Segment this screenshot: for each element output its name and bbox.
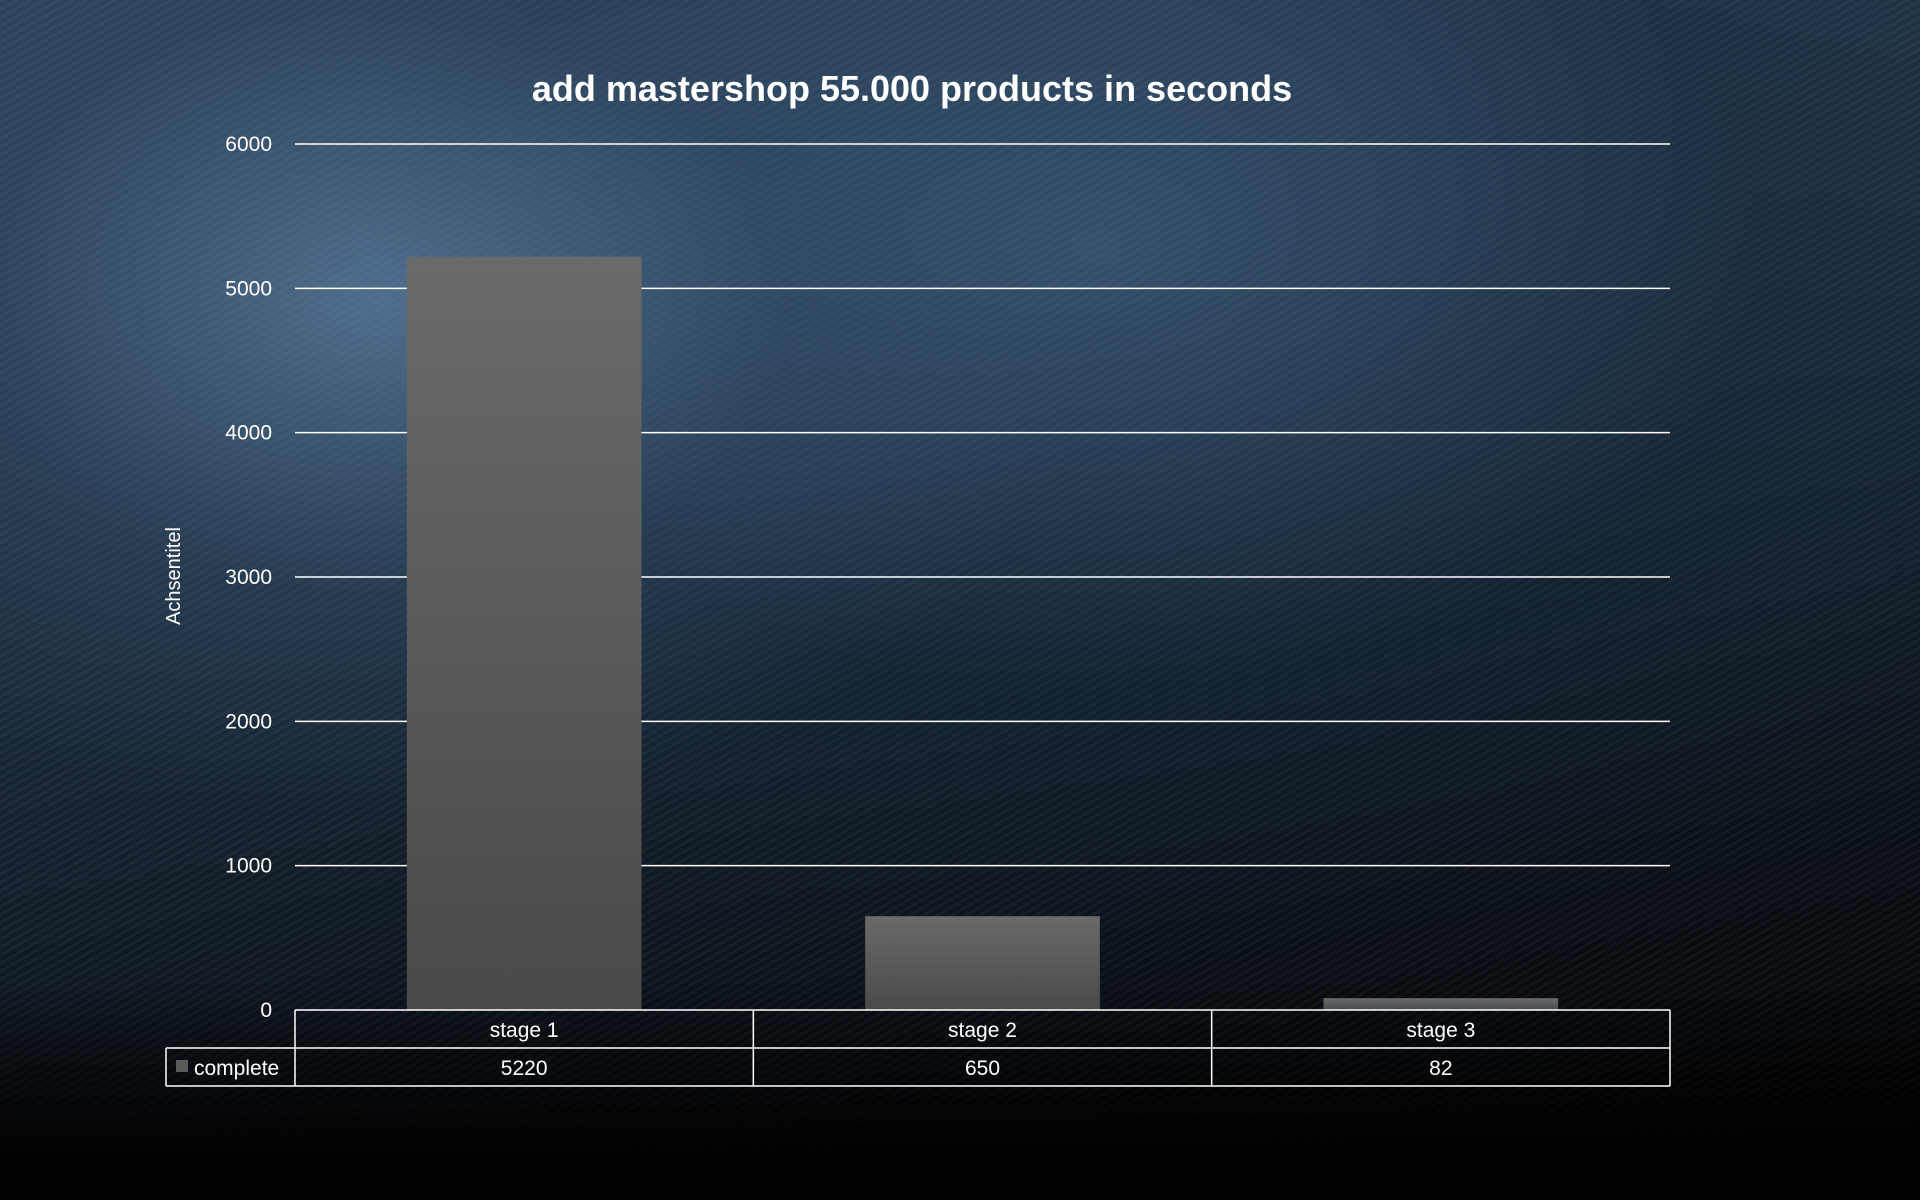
y-tick-label: 2000 — [225, 710, 272, 733]
category-label: stage 1 — [490, 1019, 559, 1042]
data-label: 82 — [1429, 1057, 1452, 1080]
y-tick-label: 3000 — [225, 566, 272, 589]
bar-stage-3 — [1323, 998, 1559, 1010]
y-tick-label: 4000 — [225, 422, 272, 445]
y-axis-title: Achsentitel — [163, 527, 185, 625]
y-tick-label: 5000 — [225, 277, 272, 300]
chart-title: add mastershop 55.000 products in second… — [532, 68, 1292, 109]
y-tick-label: 0 — [260, 999, 272, 1022]
bar-stage-1 — [406, 256, 642, 1011]
data-table: stage 1 5220 stage 2 650 stage 3 82 complete — [165, 1009, 1671, 1087]
category-label: stage 2 — [948, 1019, 1017, 1042]
category-label: stage 3 — [1406, 1019, 1475, 1042]
bars — [406, 256, 1559, 1011]
data-label: 5220 — [501, 1057, 548, 1080]
legend-label: complete — [194, 1057, 279, 1080]
y-tick-label: 1000 — [225, 855, 272, 878]
y-tick-label: 6000 — [225, 133, 272, 156]
bar-stage-2 — [865, 916, 1100, 1010]
legend-swatch — [176, 1060, 188, 1072]
y-axis-ticks: 0 1000 2000 3000 4000 5000 6000 — [225, 133, 272, 1022]
data-label: 650 — [965, 1057, 1000, 1080]
